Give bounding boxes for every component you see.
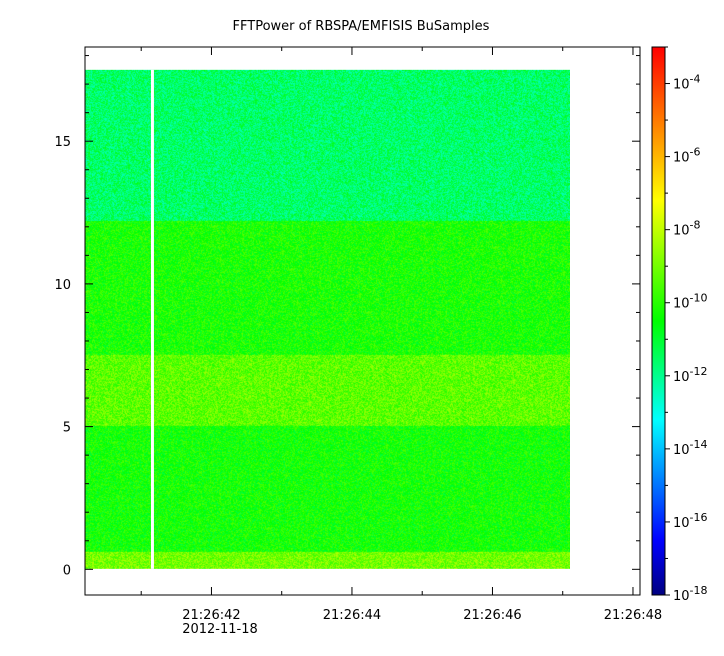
x-tick-label: 21:26:48 — [604, 608, 662, 623]
data-gap — [150, 69, 154, 569]
colorbar-tick-label: 10-10 — [673, 292, 708, 312]
chart-title: FFTPower of RBSPA/EMFISIS BuSamples — [233, 19, 490, 34]
colorbar-tick-label: 10-4 — [673, 73, 701, 93]
colorbar-tick-label: 10-6 — [673, 146, 701, 166]
y-tick-label: 15 — [54, 135, 71, 150]
x-tick-label: 21:26:44 — [323, 608, 381, 623]
y-axis: 0 5 10 15 — [54, 55, 640, 578]
plot-frame — [84, 46, 641, 596]
x-tick-label: 21:26:46 — [463, 608, 521, 623]
colorbar-tick-label: 10-16 — [673, 511, 708, 531]
y-tick-label: 0 — [63, 563, 71, 578]
colorbar-tick-label: 10-12 — [673, 365, 708, 385]
colorbar-tick-label: 10-8 — [673, 219, 701, 239]
colorbar-tick-label: 10-14 — [673, 438, 708, 458]
colorbar-tick-label: 10-18 — [673, 584, 708, 604]
y-tick-label: 10 — [54, 278, 71, 293]
colorbar — [651, 46, 666, 596]
x-axis: 21:26:42 21:26:44 21:26:46 21:26:48 — [140, 47, 662, 623]
spectrogram-image — [85, 69, 570, 569]
y-tick-label: 5 — [63, 421, 71, 436]
x-axis-date-label: 2012-11-18 — [182, 622, 258, 637]
colorbar-axis: 10-4 10-6 10-8 10-10 10-12 10-14 10-16 10-18 — [665, 46, 708, 604]
x-tick-label: 21:26:42 — [182, 608, 240, 623]
